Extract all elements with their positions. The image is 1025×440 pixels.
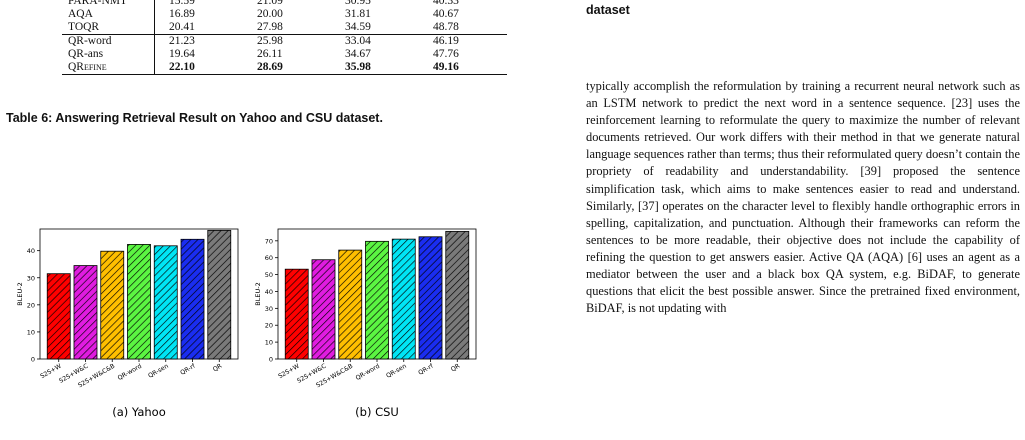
table-caption: Table 6: Answering Retrieval Result on Y…	[6, 111, 383, 125]
value-cell: 21.23	[154, 34, 243, 48]
value-cell: 47.76	[433, 48, 459, 60]
bar-hatch	[100, 251, 124, 359]
value-cell: 34.67	[345, 48, 371, 60]
table-row: QR-ans 19.64 26.11 34.67 47.76	[62, 48, 507, 61]
value-cell: 28.69	[243, 61, 331, 75]
value-cell: 35.98	[331, 61, 419, 75]
x-tick-label: QR-sen	[147, 363, 170, 380]
value-cell: 15.59	[169, 0, 195, 7]
bar-hatch	[207, 230, 231, 359]
y-tick-label: 70	[265, 237, 273, 245]
table-row: AQA 16.89 20.00 31.81 40.67	[62, 8, 507, 21]
chart-yahoo: 0 10 20 30 40 BLEU-2 S2S+W S2S+W&C S2S+W&C&B QR-w…	[14, 225, 244, 440]
value-cell: 40.33	[433, 0, 459, 7]
y-tick-label: 0	[269, 356, 273, 364]
y-tick-label: 40	[27, 247, 35, 255]
value-cell: 30.95	[345, 0, 371, 7]
method-cell: PARA-NMT	[62, 0, 155, 8]
figure-caption-fragment: dataset	[586, 3, 630, 17]
y-axis-label: BLEU-2	[254, 282, 262, 305]
y-axis-label: BLEU-2	[16, 282, 24, 305]
value-cell: 49.16	[419, 61, 507, 75]
subfigure-caption: (b) CSU	[355, 405, 399, 419]
value-cell: 40.67	[433, 8, 459, 20]
results-table: PARA-NMT 15.59 21.09 30.95 40.33 AQA 16.89 20.0…	[62, 0, 507, 75]
bar-hatch	[419, 236, 443, 359]
method-cell: QRefine	[62, 61, 155, 75]
bar-hatch	[392, 239, 416, 359]
value-cell: 34.59	[345, 21, 371, 33]
bar-hatch	[285, 269, 309, 359]
bar-hatch	[181, 239, 205, 359]
value-cell: 27.98	[257, 21, 283, 33]
table-row: QRefine 22.10 28.69 35.98 49.16	[62, 61, 507, 75]
bar-hatch	[338, 250, 362, 359]
method-cell: QR-word	[62, 34, 155, 48]
value-cell: 16.89	[169, 8, 195, 20]
y-tick-label: 50	[265, 271, 273, 279]
table-row: QR-word 21.23 25.98 33.04 46.19	[62, 34, 507, 48]
chart-csu: 0 10 20 30 40 50 60 70 BLEU-2 S2S+W S2S+W&C S2S+W&C…	[252, 225, 482, 440]
value-cell: 25.98	[243, 34, 331, 48]
bar-hatch	[365, 241, 389, 359]
method-cell: QR-ans	[62, 48, 155, 61]
value-cell: 22.10	[154, 61, 243, 75]
value-cell: 46.19	[419, 34, 507, 48]
bar-hatch	[154, 245, 178, 359]
bar-hatch	[73, 265, 97, 359]
y-tick-label: 10	[27, 328, 35, 336]
y-tick-label: 20	[265, 322, 273, 330]
y-tick-label: 10	[265, 339, 273, 347]
bar-hatch	[445, 231, 469, 359]
y-tick-label: 60	[265, 254, 273, 262]
table-row: TOQR 20.41 27.98 34.59 48.78	[62, 21, 507, 35]
x-tick-label: QR-word	[355, 363, 381, 382]
x-tick-label: QR-sen	[385, 363, 408, 380]
x-tick-label: QR	[450, 362, 462, 373]
bar-hatch	[47, 273, 71, 359]
bar-hatch	[311, 259, 335, 359]
value-cell: 31.81	[345, 8, 371, 20]
x-tick-label: QR-rf	[417, 362, 435, 376]
y-tick-label: 40	[265, 288, 273, 296]
value-cell: 48.78	[433, 21, 459, 33]
value-cell: 26.11	[257, 48, 283, 60]
subfigure-caption: (a) Yahoo	[112, 405, 166, 419]
method-cell: TOQR	[62, 21, 155, 35]
value-cell: 21.09	[257, 0, 283, 7]
y-tick-label: 0	[31, 356, 35, 364]
body-paragraph: typically accomplish the reformulation b…	[586, 79, 1020, 316]
value-cell: 20.41	[169, 21, 195, 33]
x-tick-label: QR	[212, 362, 224, 373]
y-tick-label: 20	[27, 301, 35, 309]
value-cell: 20.00	[257, 8, 283, 20]
value-cell: 19.64	[169, 48, 195, 60]
table-row: PARA-NMT 15.59 21.09 30.95 40.33	[62, 0, 507, 8]
x-tick-label: QR-word	[117, 363, 143, 382]
y-tick-label: 30	[265, 305, 273, 313]
value-cell: 33.04	[331, 34, 419, 48]
x-tick-label: QR-rf	[179, 362, 197, 376]
bar-hatch	[127, 244, 151, 359]
y-tick-label: 30	[27, 274, 35, 282]
method-cell: AQA	[62, 8, 155, 21]
